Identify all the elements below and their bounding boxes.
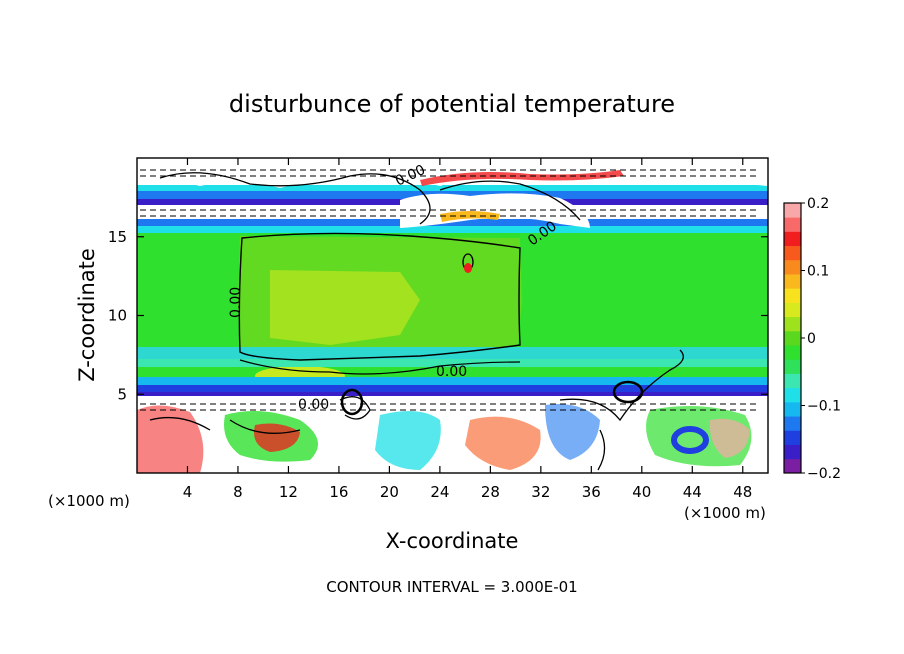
colorbar-swatch [784, 259, 801, 275]
field-band-upper-blue [137, 219, 768, 226]
colorbar-swatch [784, 274, 801, 289]
x-unit-right: (×1000 m) [684, 504, 766, 522]
contour-top-dashes [140, 169, 760, 217]
contour-label: 0.00 [436, 364, 467, 380]
field-bottom-blob-mix [465, 416, 541, 470]
field-band-upper-cyan2 [137, 185, 768, 191]
colorbar-swatch [784, 288, 801, 303]
colorbar-tick-label: 0 [807, 331, 816, 347]
contour-label: 0.00 [298, 397, 329, 413]
field-band-upper-cyan [137, 226, 768, 233]
colorbar-swatch [784, 416, 801, 431]
colorbar-swatch [784, 245, 801, 261]
colorbar-swatch [784, 217, 801, 232]
x-tick-label: 32 [531, 483, 550, 501]
x-tick-label: 36 [582, 483, 601, 501]
x-tick-label: 28 [481, 483, 500, 501]
field-band-cyan-2 [137, 359, 768, 367]
colorbar-swatch [784, 231, 801, 247]
x-tick-label: 20 [380, 483, 399, 501]
contour-label: 0.00 [228, 287, 244, 318]
field-bottom-ring [671, 426, 709, 454]
y-tick-label: 5 [117, 385, 127, 403]
field-band-purple-low [137, 392, 768, 396]
field-bottom-blob-violet [709, 418, 750, 458]
field-band-blue-low-2 [137, 385, 768, 393]
colorbar-swatch [784, 330, 801, 346]
field-top-plume-orange [440, 211, 500, 222]
y-axis-label: Z-coordinate [75, 248, 99, 382]
colorbar-tick-label: 0.2 [807, 196, 829, 212]
x-tick-label: 8 [233, 483, 243, 501]
field-bottom-blob-blue [545, 404, 600, 460]
colorbar-tick-label: 0.1 [807, 264, 829, 280]
colorbar-tick-label: −0.2 [807, 466, 841, 482]
colorbar-swatch [784, 444, 801, 460]
y-tick-label: 10 [108, 307, 127, 325]
y-tick-label: 15 [108, 228, 127, 246]
field-band-blue-low [137, 377, 768, 387]
contour-interval-note: CONTOUR INTERVAL = 3.000E-01 [326, 578, 577, 596]
colorbar: 0.2 0.1 0 −0.1 −0.2 [783, 196, 841, 482]
contour-bottom-swirls [149, 349, 684, 471]
colorbar-swatch [784, 373, 801, 389]
field-bottom-blob-cyan [375, 411, 441, 470]
contour-zero-lower [239, 359, 521, 375]
x-tick-label: 4 [183, 483, 193, 501]
colorbar-tick-label: −0.1 [807, 399, 841, 415]
y-axis: 5 10 15 [108, 228, 768, 403]
colorbar-swatch [784, 302, 801, 318]
x-unit-left: (×1000 m) [48, 492, 130, 510]
colorbar-swatch [784, 387, 801, 403]
colorbar-swatch [784, 203, 801, 218]
colorbar-swatch [784, 401, 801, 417]
plot-area [137, 158, 768, 473]
field-top-turbulence [137, 158, 768, 188]
colorbar-swatch [784, 359, 801, 374]
field-bottom-blobs-left [137, 405, 204, 473]
x-tick-label: 16 [329, 483, 348, 501]
chart-title: disturbunce of potential temperature [229, 90, 675, 118]
contour-top-swirls [159, 172, 581, 225]
colorbar-swatch [784, 345, 801, 360]
x-tick-label: 48 [733, 483, 752, 501]
colorbar-swatch [784, 430, 801, 445]
x-tick-label: 44 [683, 483, 702, 501]
field-positive-core-inner [270, 270, 420, 345]
x-axis-label: X-coordinate [386, 529, 519, 553]
contour-blob-39 [612, 380, 644, 404]
colorbar-swatch [784, 458, 801, 474]
x-tick-label: 40 [632, 483, 651, 501]
colorbar-swatch [784, 316, 801, 332]
field-top-red-streak [420, 170, 624, 186]
contour-blob-16 [340, 388, 364, 416]
field-bottom-blob-red [254, 423, 300, 452]
x-tick-label: 24 [430, 483, 449, 501]
contour-bottom-dashes [140, 403, 760, 411]
x-axis: 4 8 12 16 20 24 28 32 36 40 44 48 [183, 158, 752, 501]
contour-zero-central [238, 232, 521, 361]
field-blob-26-red [464, 263, 472, 273]
x-tick-label: 12 [279, 483, 298, 501]
